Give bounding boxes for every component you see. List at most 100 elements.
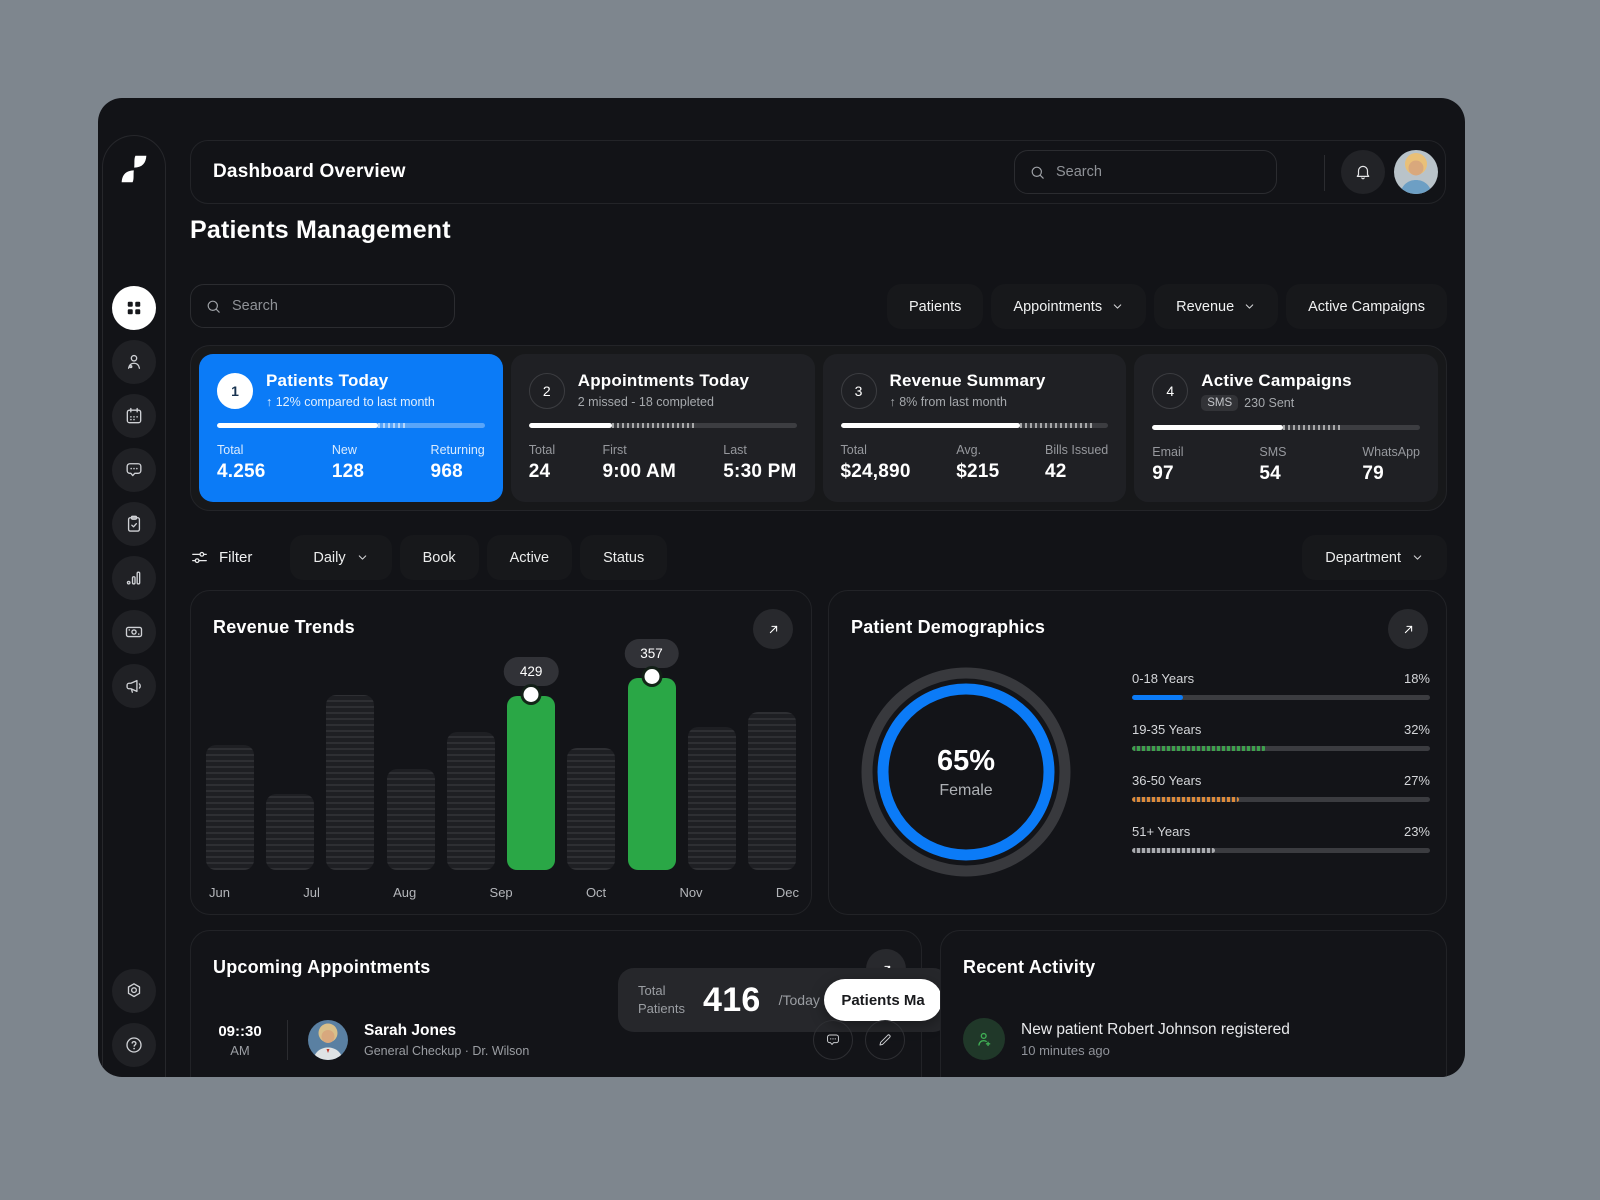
- upcoming-appointments-panel: Upcoming Appointments Total Patients 416…: [190, 930, 949, 1077]
- donut-label: Female: [939, 781, 993, 799]
- patients-management-button[interactable]: Patients Ma: [824, 979, 942, 1021]
- month-label: Sep: [489, 885, 513, 900]
- stat-card-appointments-today[interactable]: 2 Appointments Today 2 missed - 18 compl…: [510, 354, 815, 502]
- sidebar-item-billing[interactable]: [112, 610, 156, 654]
- app-logo-icon: [121, 155, 147, 183]
- stat-cards-row: 1 Patients Today ↑ 12% compared to last …: [190, 345, 1447, 511]
- user-avatar[interactable]: [1394, 150, 1438, 194]
- patient-icon: [127, 354, 141, 369]
- chevron-down-icon: [1113, 304, 1122, 309]
- appointment-time: 09::30: [218, 1022, 262, 1040]
- sidebar-item-settings[interactable]: [112, 969, 156, 1013]
- age-group-bar-track: [1132, 848, 1430, 853]
- header-search-input[interactable]: [1056, 164, 1226, 180]
- user-avatar-image: [1394, 150, 1438, 194]
- revenue-bar-highlighted[interactable]: 429: [503, 657, 559, 870]
- stat-card-progress: [528, 423, 797, 428]
- filter-pill-status[interactable]: Status: [580, 535, 668, 580]
- stat-card-patients-today[interactable]: 1 Patients Today ↑ 12% compared to last …: [199, 354, 503, 502]
- sidebar-item-patients[interactable]: [112, 340, 156, 384]
- sidebar-item-campaigns[interactable]: [112, 664, 156, 708]
- age-group-percent: 18%: [1403, 671, 1430, 686]
- revenue-bar[interactable]: [567, 748, 616, 870]
- panel-title: Upcoming Appointments: [213, 957, 431, 977]
- dashboard-grid-icon: [127, 301, 141, 315]
- tab-patients[interactable]: Patients: [887, 284, 984, 329]
- filter-row: Filter Daily Book Active Status Departme…: [190, 535, 1447, 580]
- revenue-bar[interactable]: [326, 695, 375, 870]
- bar-value-tooltip: 357: [624, 639, 679, 668]
- stat-card-subtitle: ↑ 12% compared to last month: [266, 395, 435, 409]
- chevron-down-icon: [1413, 555, 1422, 560]
- tab-revenue[interactable]: Revenue: [1154, 284, 1279, 329]
- app-window: Dashboard Overview Patients Management: [98, 98, 1465, 1077]
- search-icon: [1031, 166, 1044, 179]
- revenue-bar[interactable]: [687, 727, 736, 870]
- age-group-bar-track: [1132, 746, 1430, 751]
- header-search[interactable]: [1014, 150, 1277, 194]
- revenue-bar[interactable]: [266, 794, 315, 870]
- appointment-row[interactable]: 09::30 AM Sarah Jones General Checkup · …: [213, 1020, 529, 1060]
- patient-avatar: [308, 1020, 348, 1060]
- page-title: Patients Management: [190, 216, 451, 244]
- arrow-up-right-icon: [769, 625, 777, 633]
- revenue-bar[interactable]: [206, 745, 254, 870]
- recent-activity-panel: Recent Activity New patient Robert Johns…: [940, 930, 1447, 1077]
- revenue-bar[interactable]: [446, 732, 495, 870]
- chat-bubble-icon: [126, 463, 142, 477]
- age-group-label: 0-18 Years: [1132, 671, 1195, 686]
- sidebar: [102, 135, 166, 1077]
- sidebar-item-help[interactable]: [112, 1023, 156, 1067]
- clipboard-check-icon: [127, 515, 141, 532]
- sidebar-item-analytics[interactable]: [112, 556, 156, 600]
- help-icon: [126, 1037, 142, 1053]
- edit-appointment-button[interactable]: [865, 1020, 905, 1060]
- department-dropdown[interactable]: Department: [1302, 535, 1447, 580]
- message-patient-button[interactable]: [813, 1020, 853, 1060]
- stat-card-number-badge: 4: [1152, 373, 1189, 409]
- revenue-bar[interactable]: [386, 769, 435, 870]
- chevron-down-icon: [1245, 304, 1254, 309]
- filter-pill-book[interactable]: Book: [399, 535, 479, 580]
- stat-card-subtitle: 2 missed - 18 completed: [577, 395, 714, 409]
- sidebar-item-calendar[interactable]: [112, 394, 156, 438]
- chevron-down-icon: [358, 555, 366, 560]
- age-group-label: 36-50 Years: [1132, 773, 1202, 788]
- section-tabs: Patients Appointments Revenue Active Cam…: [887, 284, 1447, 329]
- month-label: Aug: [393, 885, 417, 900]
- filter-pill-daily[interactable]: Daily: [290, 535, 392, 580]
- tab-appointments[interactable]: Appointments: [991, 284, 1147, 329]
- age-group-percent: 23%: [1403, 824, 1430, 839]
- revenue-bars: 429 357: [206, 639, 796, 870]
- revenue-bar[interactable]: [747, 712, 796, 870]
- sidebar-nav: [103, 286, 165, 708]
- age-group-bar-fill: [1132, 695, 1183, 700]
- tab-active-campaigns[interactable]: Active Campaigns: [1286, 284, 1447, 329]
- filter-button[interactable]: Filter: [190, 548, 252, 567]
- age-group-bar-fill: [1132, 848, 1216, 853]
- activity-item[interactable]: New patient Robert Johnson registered 10…: [963, 1018, 1290, 1060]
- activity-time: 10 minutes ago: [1021, 1042, 1110, 1058]
- stat-card-revenue-summary[interactable]: 3 Revenue Summary ↑ 8% from last month T…: [822, 354, 1127, 502]
- expand-button[interactable]: [1388, 609, 1428, 649]
- patients-search-input[interactable]: [232, 298, 402, 314]
- megaphone-icon: [126, 679, 141, 693]
- month-label: Jul: [303, 885, 320, 900]
- stat-card-active-campaigns[interactable]: 4 Active Campaigns SMS 230 Sent Email 97 …: [1134, 354, 1438, 502]
- cash-icon: [125, 626, 143, 638]
- sidebar-item-messages[interactable]: [112, 448, 156, 492]
- sidebar-item-dashboard[interactable]: [112, 286, 156, 330]
- sidebar-footer: [103, 969, 165, 1067]
- total-patients-label: Total Patients: [638, 983, 685, 1016]
- donut-value: 65%: [936, 744, 996, 777]
- notifications-button[interactable]: [1341, 150, 1385, 194]
- expand-button[interactable]: [753, 609, 793, 649]
- revenue-month-labels: Jun Jul Aug Sep Oct Nov Dec: [209, 885, 799, 900]
- stat-card-number-badge: 3: [840, 373, 877, 409]
- revenue-bar-highlighted[interactable]: 357: [624, 639, 679, 870]
- filter-pill-active[interactable]: Active: [486, 535, 573, 580]
- sidebar-item-tasks[interactable]: [112, 502, 156, 546]
- bar-chart-icon: [126, 571, 141, 585]
- patients-search[interactable]: [190, 284, 455, 328]
